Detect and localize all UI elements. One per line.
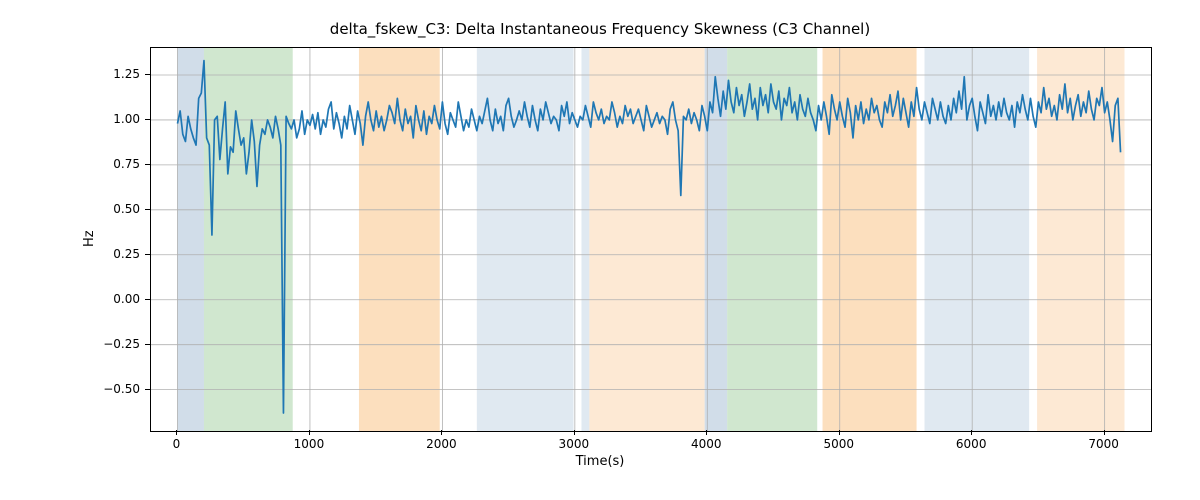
- y-tick-mark: [145, 164, 150, 165]
- x-tick-mark: [1104, 430, 1105, 435]
- x-tick-label: 4000: [691, 437, 722, 451]
- bg-region: [359, 48, 440, 431]
- x-tick-label: 1000: [294, 437, 325, 451]
- y-tick-label: 0.50: [90, 202, 140, 216]
- y-tick-mark: [145, 209, 150, 210]
- x-tick-mark: [574, 430, 575, 435]
- y-axis-label: Hz: [82, 230, 97, 247]
- x-tick-mark: [309, 430, 310, 435]
- y-tick-mark: [145, 389, 150, 390]
- y-tick-mark: [145, 299, 150, 300]
- x-tick-label: 6000: [956, 437, 987, 451]
- x-tick-mark: [706, 430, 707, 435]
- y-tick-mark: [145, 74, 150, 75]
- y-tick-label: 0.75: [90, 157, 140, 171]
- x-tick-mark: [971, 430, 972, 435]
- x-tick-mark: [176, 430, 177, 435]
- y-tick-label: −0.50: [90, 382, 140, 396]
- y-tick-label: −0.25: [90, 337, 140, 351]
- x-tick-label: 0: [173, 437, 181, 451]
- bg-region: [177, 48, 203, 431]
- x-tick-label: 3000: [559, 437, 590, 451]
- x-tick-mark: [839, 430, 840, 435]
- y-tick-label: 0.25: [90, 247, 140, 261]
- bg-region: [204, 48, 293, 431]
- plot-area: [150, 47, 1152, 432]
- x-tick-mark: [441, 430, 442, 435]
- figure: delta_fskew_C3: Delta Instantaneous Freq…: [0, 0, 1200, 500]
- y-tick-mark: [145, 344, 150, 345]
- bg-region: [705, 48, 728, 431]
- x-tick-label: 2000: [426, 437, 457, 451]
- y-tick-label: 1.25: [90, 67, 140, 81]
- x-tick-label: 7000: [1088, 437, 1119, 451]
- x-axis-label: Time(s): [0, 454, 1200, 469]
- chart-title: delta_fskew_C3: Delta Instantaneous Freq…: [0, 20, 1200, 38]
- bg-region: [727, 48, 817, 431]
- y-tick-label: 1.00: [90, 112, 140, 126]
- y-tick-label: 0.00: [90, 292, 140, 306]
- x-tick-label: 5000: [823, 437, 854, 451]
- plot-svg: [151, 48, 1151, 431]
- y-tick-mark: [145, 254, 150, 255]
- y-tick-mark: [145, 119, 150, 120]
